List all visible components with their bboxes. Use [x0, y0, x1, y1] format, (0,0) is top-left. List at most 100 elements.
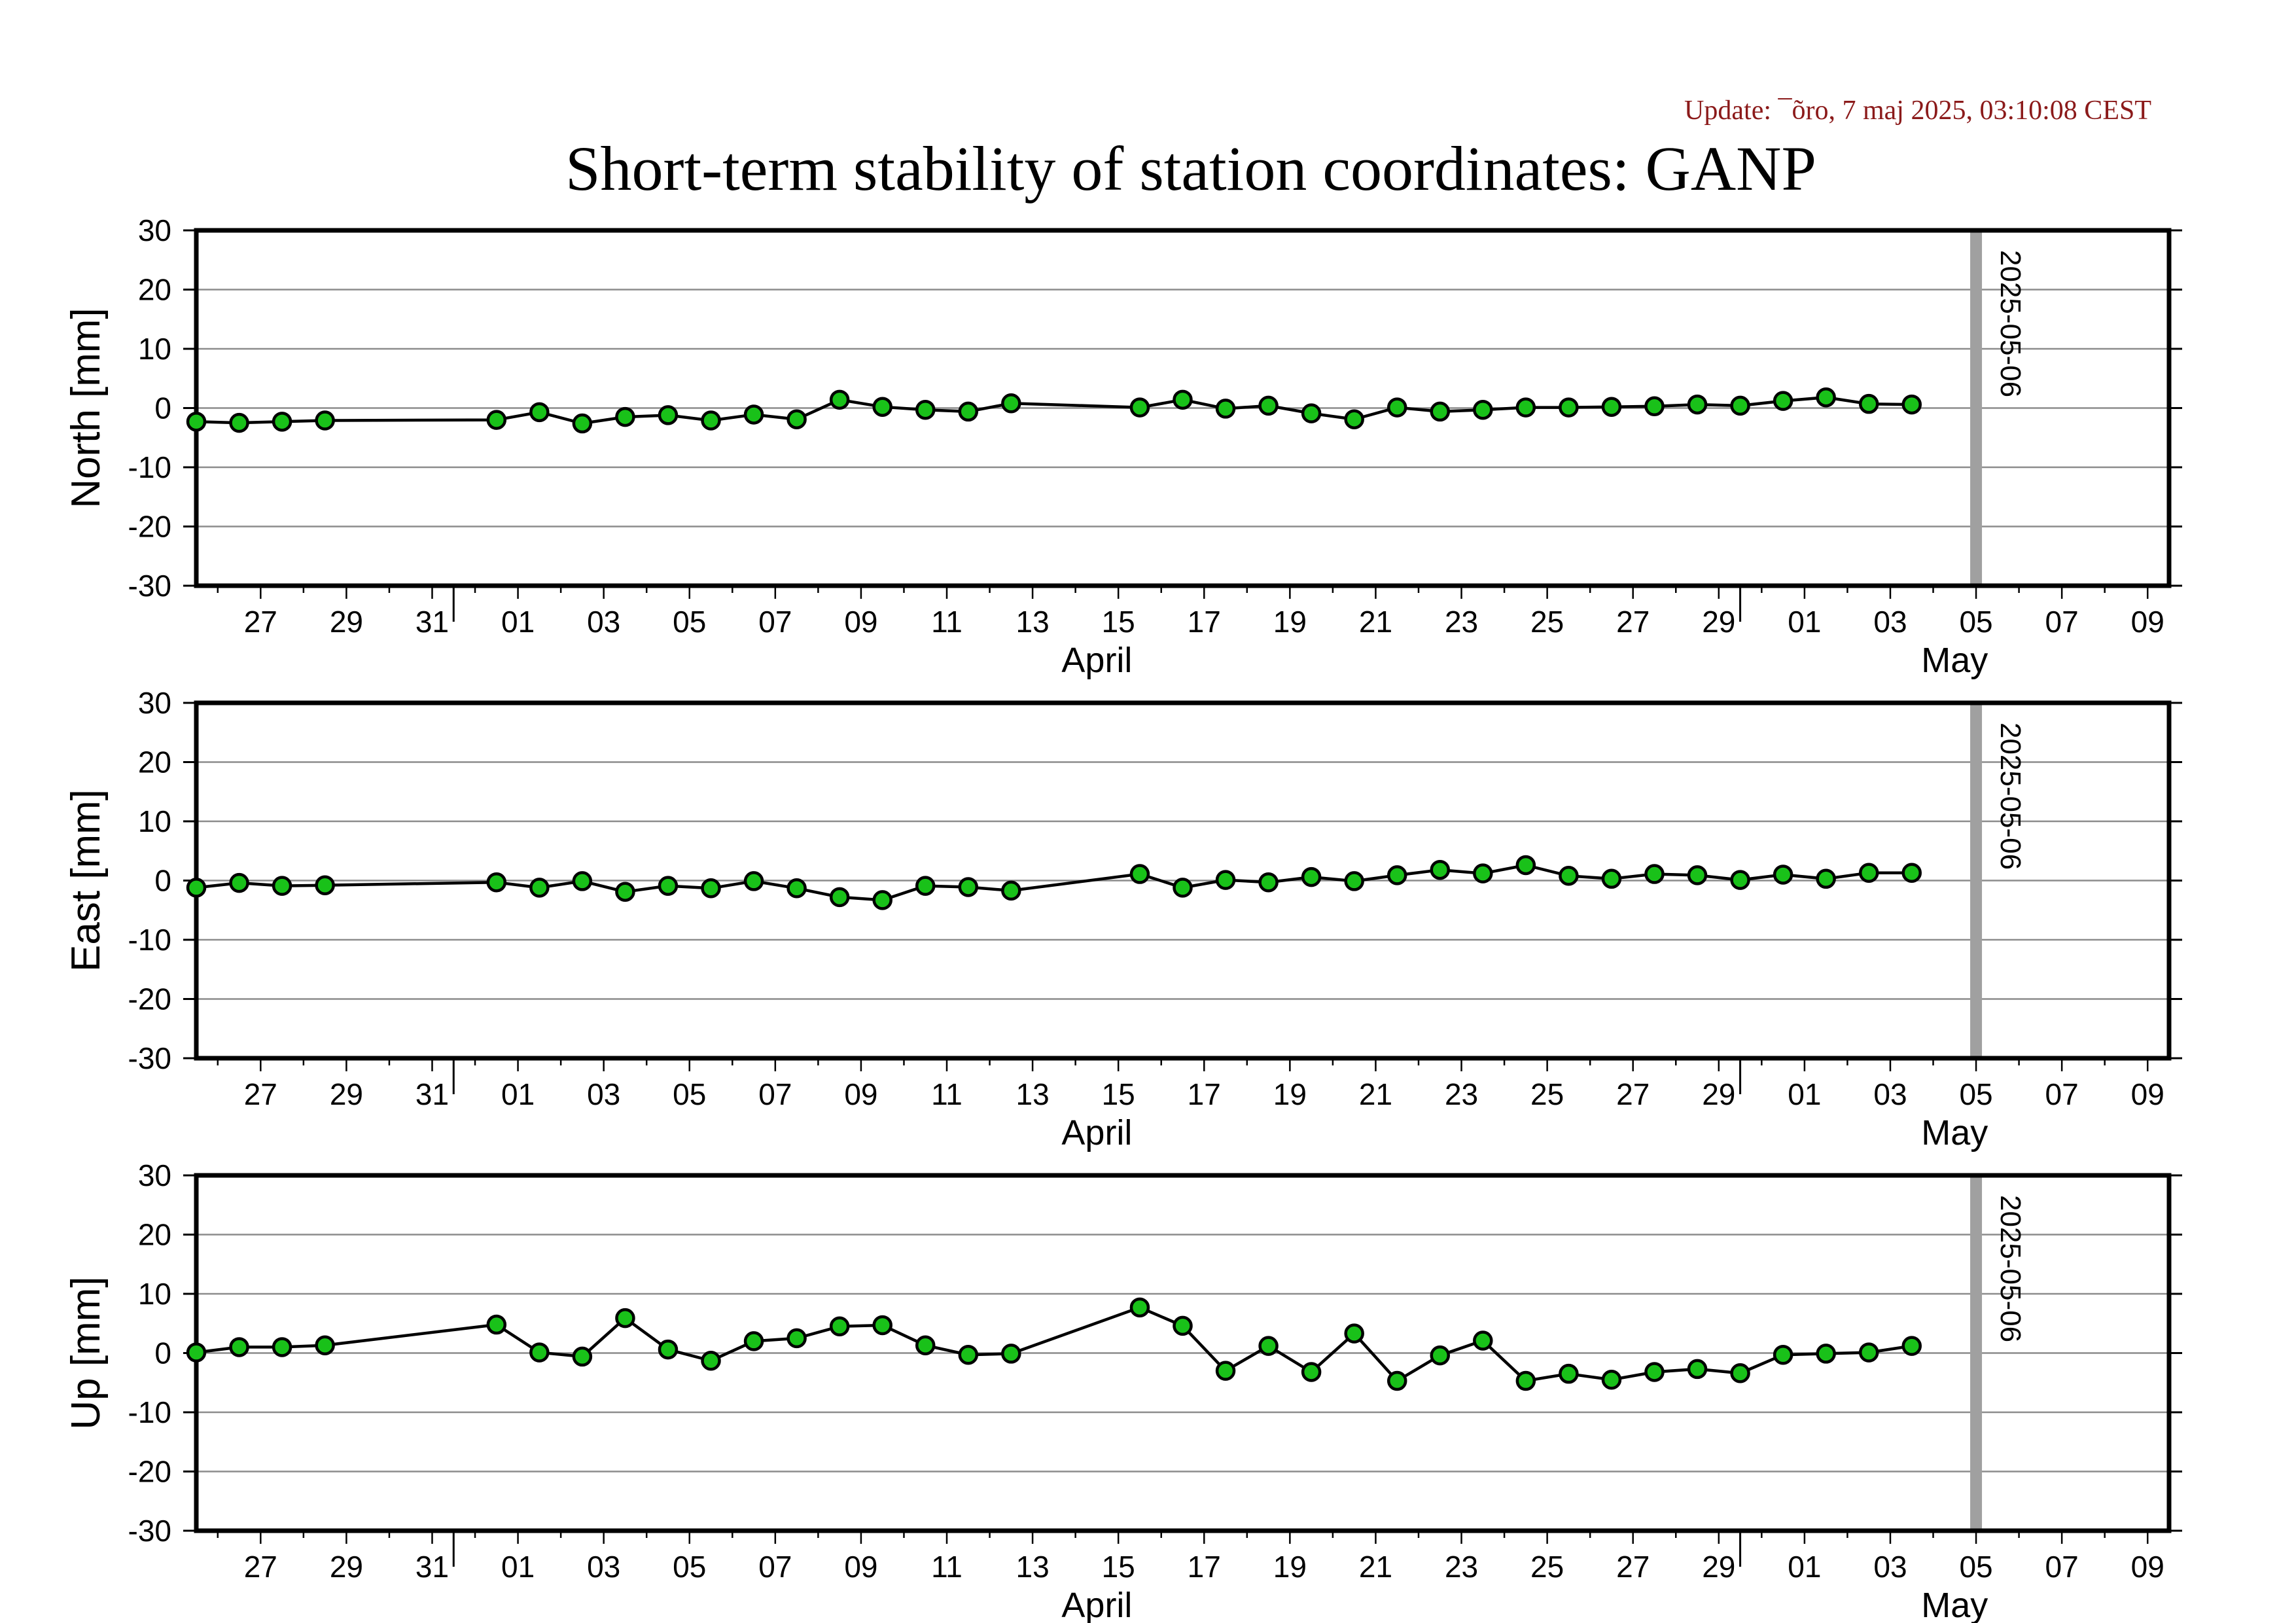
x-tick-label: 09 — [844, 1077, 877, 1111]
data-point — [829, 1316, 850, 1337]
x-tick-label: 25 — [1530, 1077, 1564, 1111]
data-point — [1858, 393, 1879, 414]
y-tick-label: 30 — [138, 213, 171, 247]
x-tick-label: 31 — [415, 605, 449, 639]
data-point — [1816, 868, 1836, 889]
date-marker-label: 2025-05-06 — [1994, 250, 2026, 397]
data-point — [1129, 864, 1150, 884]
data-point — [1215, 870, 1236, 890]
y-tick-label: -10 — [128, 1395, 171, 1429]
data-point — [658, 876, 679, 896]
y-tick-label: -30 — [128, 569, 171, 603]
data-point — [786, 1328, 807, 1349]
data-point — [1901, 863, 1922, 883]
x-tick-label: 03 — [587, 1550, 620, 1584]
x-tick-label: 05 — [673, 605, 706, 639]
x-tick-label: 31 — [415, 1550, 449, 1584]
x-tick-label: 21 — [1359, 1550, 1392, 1584]
data-point — [186, 1342, 207, 1363]
data-point — [1730, 1363, 1750, 1383]
data-point — [1773, 865, 1793, 885]
data-point — [315, 1335, 335, 1355]
data-point — [958, 1344, 979, 1365]
month-label: May — [1921, 641, 1988, 680]
data-point — [1301, 403, 1322, 423]
x-tick-label: 29 — [330, 1077, 363, 1111]
data-point — [272, 412, 292, 432]
x-tick-label: 23 — [1445, 1077, 1478, 1111]
data-point — [1215, 1361, 1236, 1381]
x-tick-label: 05 — [1959, 1550, 1992, 1584]
data-point — [615, 1308, 635, 1329]
x-tick-label: 13 — [1016, 1077, 1050, 1111]
y-tick-label: 0 — [154, 1336, 171, 1370]
x-tick-label: 01 — [1788, 1077, 1821, 1111]
month-label: April — [1061, 641, 1132, 680]
data-point — [529, 878, 550, 898]
data-point — [958, 877, 979, 897]
month-label: April — [1061, 1113, 1132, 1152]
data-point — [1515, 397, 1536, 418]
y-tick-label: -20 — [128, 510, 171, 544]
x-tick-label: 19 — [1273, 1077, 1307, 1111]
x-tick-label: 21 — [1359, 1077, 1392, 1111]
x-tick-label: 29 — [330, 1550, 363, 1584]
x-tick-label: 01 — [1788, 1550, 1821, 1584]
data-point — [1001, 1344, 1021, 1364]
data-point — [529, 1342, 550, 1363]
data-point — [915, 399, 936, 420]
x-tick-label: 07 — [2045, 605, 2079, 639]
data-point — [315, 875, 335, 895]
data-point — [572, 413, 593, 434]
y-axis-label: Up [mm] — [63, 1276, 109, 1429]
data-point — [915, 1335, 936, 1355]
x-tick-label: 09 — [2131, 605, 2164, 639]
data-point — [572, 871, 593, 891]
x-tick-label: 29 — [1702, 605, 1735, 639]
data-point — [1644, 864, 1665, 884]
x-tick-label: 27 — [244, 1550, 277, 1584]
x-tick-label: 01 — [1788, 605, 1821, 639]
data-point — [1386, 397, 1407, 418]
x-tick-label: 27 — [244, 605, 277, 639]
data-point — [1730, 395, 1750, 416]
data-point — [1129, 1297, 1150, 1318]
y-tick-label: 0 — [154, 391, 171, 425]
x-tick-label: 29 — [1702, 1077, 1735, 1111]
data-point — [1601, 868, 1622, 889]
data-point — [658, 1339, 679, 1360]
x-tick-label: 17 — [1188, 1077, 1221, 1111]
x-tick-label: 05 — [1959, 1077, 1992, 1111]
data-point — [1001, 393, 1021, 414]
data-point — [486, 1314, 507, 1335]
data-point — [615, 882, 635, 902]
data-point — [872, 397, 892, 417]
y-tick-label: 20 — [138, 1218, 171, 1252]
x-tick-label: 11 — [931, 605, 963, 639]
x-tick-label: 23 — [1445, 1550, 1478, 1584]
y-tick-label: 20 — [138, 273, 171, 307]
data-point — [1559, 1363, 1579, 1384]
data-point — [186, 412, 207, 432]
y-tick-label: 0 — [154, 864, 171, 898]
x-tick-label: 27 — [1616, 1077, 1650, 1111]
y-tick-label: -30 — [128, 1514, 171, 1548]
data-point — [1901, 394, 1922, 415]
x-tick-label: 25 — [1530, 1550, 1564, 1584]
x-tick-label: 21 — [1359, 605, 1392, 639]
data-point — [786, 878, 807, 899]
data-point — [1601, 1369, 1622, 1390]
data-point — [701, 410, 721, 431]
data-point — [872, 890, 892, 910]
y-tick-label: -10 — [128, 923, 171, 957]
data-point — [572, 1346, 593, 1367]
data-point — [1816, 387, 1836, 408]
data-point — [1773, 1344, 1793, 1365]
data-point — [701, 1351, 721, 1371]
month-label: May — [1921, 1586, 1988, 1623]
data-point — [1816, 1344, 1836, 1364]
data-point — [1129, 397, 1150, 418]
